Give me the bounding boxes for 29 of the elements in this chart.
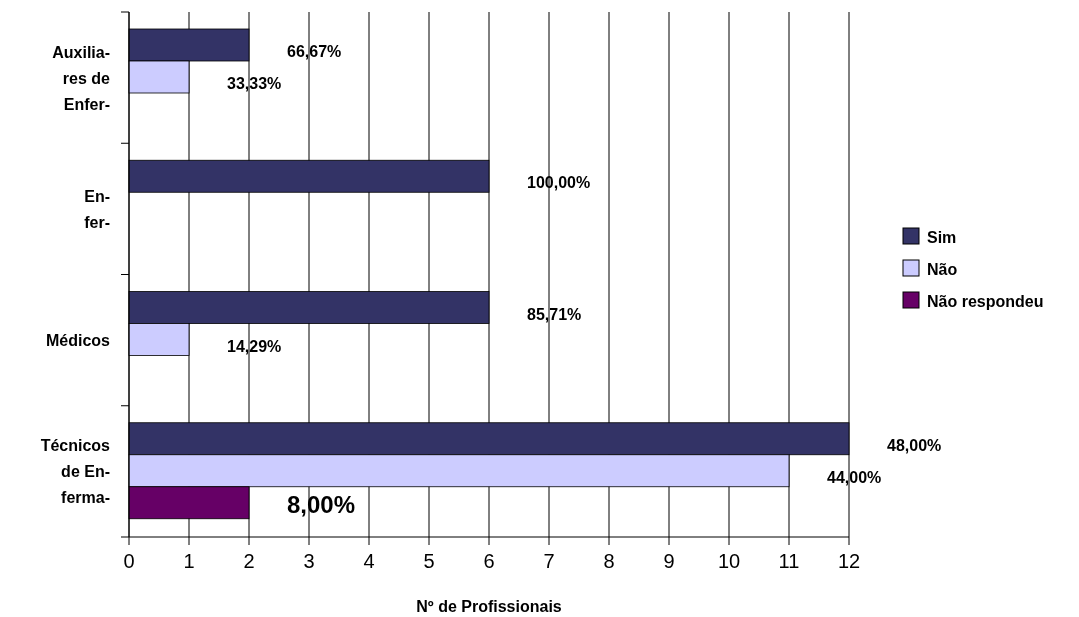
x-tick-label: 1	[183, 550, 195, 572]
annotation: 14,29%	[227, 337, 282, 355]
x-tick-label: 11	[778, 550, 800, 572]
x-tick-label: 9	[663, 550, 675, 572]
annotation: 44,00%	[827, 468, 882, 486]
x-axis-title: Nº de Profissionais	[416, 598, 562, 615]
annotation: 66,67%	[287, 43, 342, 60]
annotation: 8,00%	[287, 490, 356, 518]
x-tick-label: 2	[243, 550, 255, 572]
x-tick-label: 0	[123, 550, 135, 572]
annotation: 85,71%	[527, 305, 582, 323]
x-tick-label: 6	[483, 550, 495, 572]
legend-label: Não	[927, 261, 958, 278]
x-tick-label: 12	[837, 550, 861, 572]
y-tick-label: En- fer-	[84, 187, 110, 231]
legend-label: Não respondeu	[927, 293, 1044, 310]
x-tick-label: 3	[303, 550, 315, 572]
annotation: 33,33%	[227, 75, 282, 92]
x-tick-label: 5	[423, 550, 435, 572]
x-tick-label: 7	[543, 550, 555, 572]
x-tick-label: 8	[603, 550, 615, 572]
legend-label: Sim	[927, 229, 957, 246]
x-tick-label: 4	[363, 550, 375, 572]
y-tick-label: Médicos	[45, 332, 111, 350]
y-tick-label: Auxilia- res de Enfer-	[52, 43, 111, 113]
text: 48,00%	[887, 436, 942, 454]
y-tick-label: Técnicos de En- ferma-	[40, 437, 111, 507]
x-tick-label: 10	[717, 550, 741, 572]
annotation: 100,00%	[527, 174, 591, 192]
